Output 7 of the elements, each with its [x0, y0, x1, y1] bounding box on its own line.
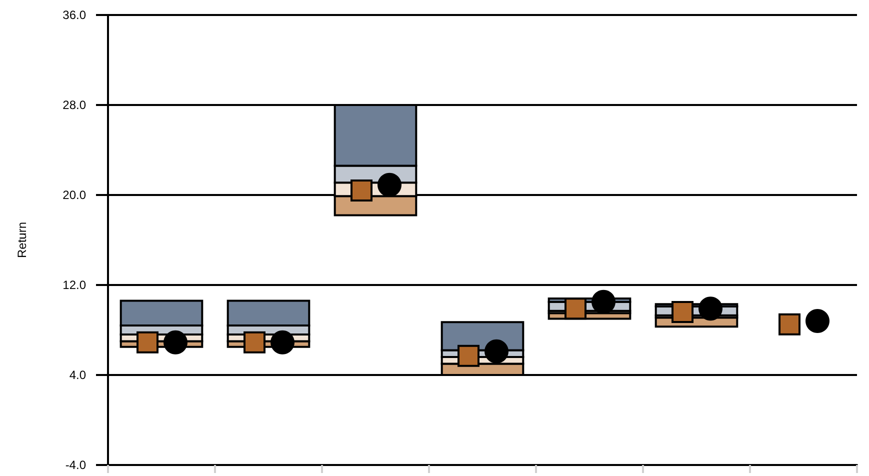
y-tick-label: 12.0 [62, 278, 86, 292]
y-tick-label: -4.0 [65, 458, 86, 472]
y-tick-label: 36.0 [62, 8, 86, 22]
y-tick-label: 20.0 [62, 188, 86, 202]
y-tick-label: 28.0 [62, 98, 86, 112]
y-tick-label: 4.0 [69, 368, 86, 382]
y-axis-title: Return [15, 222, 29, 258]
